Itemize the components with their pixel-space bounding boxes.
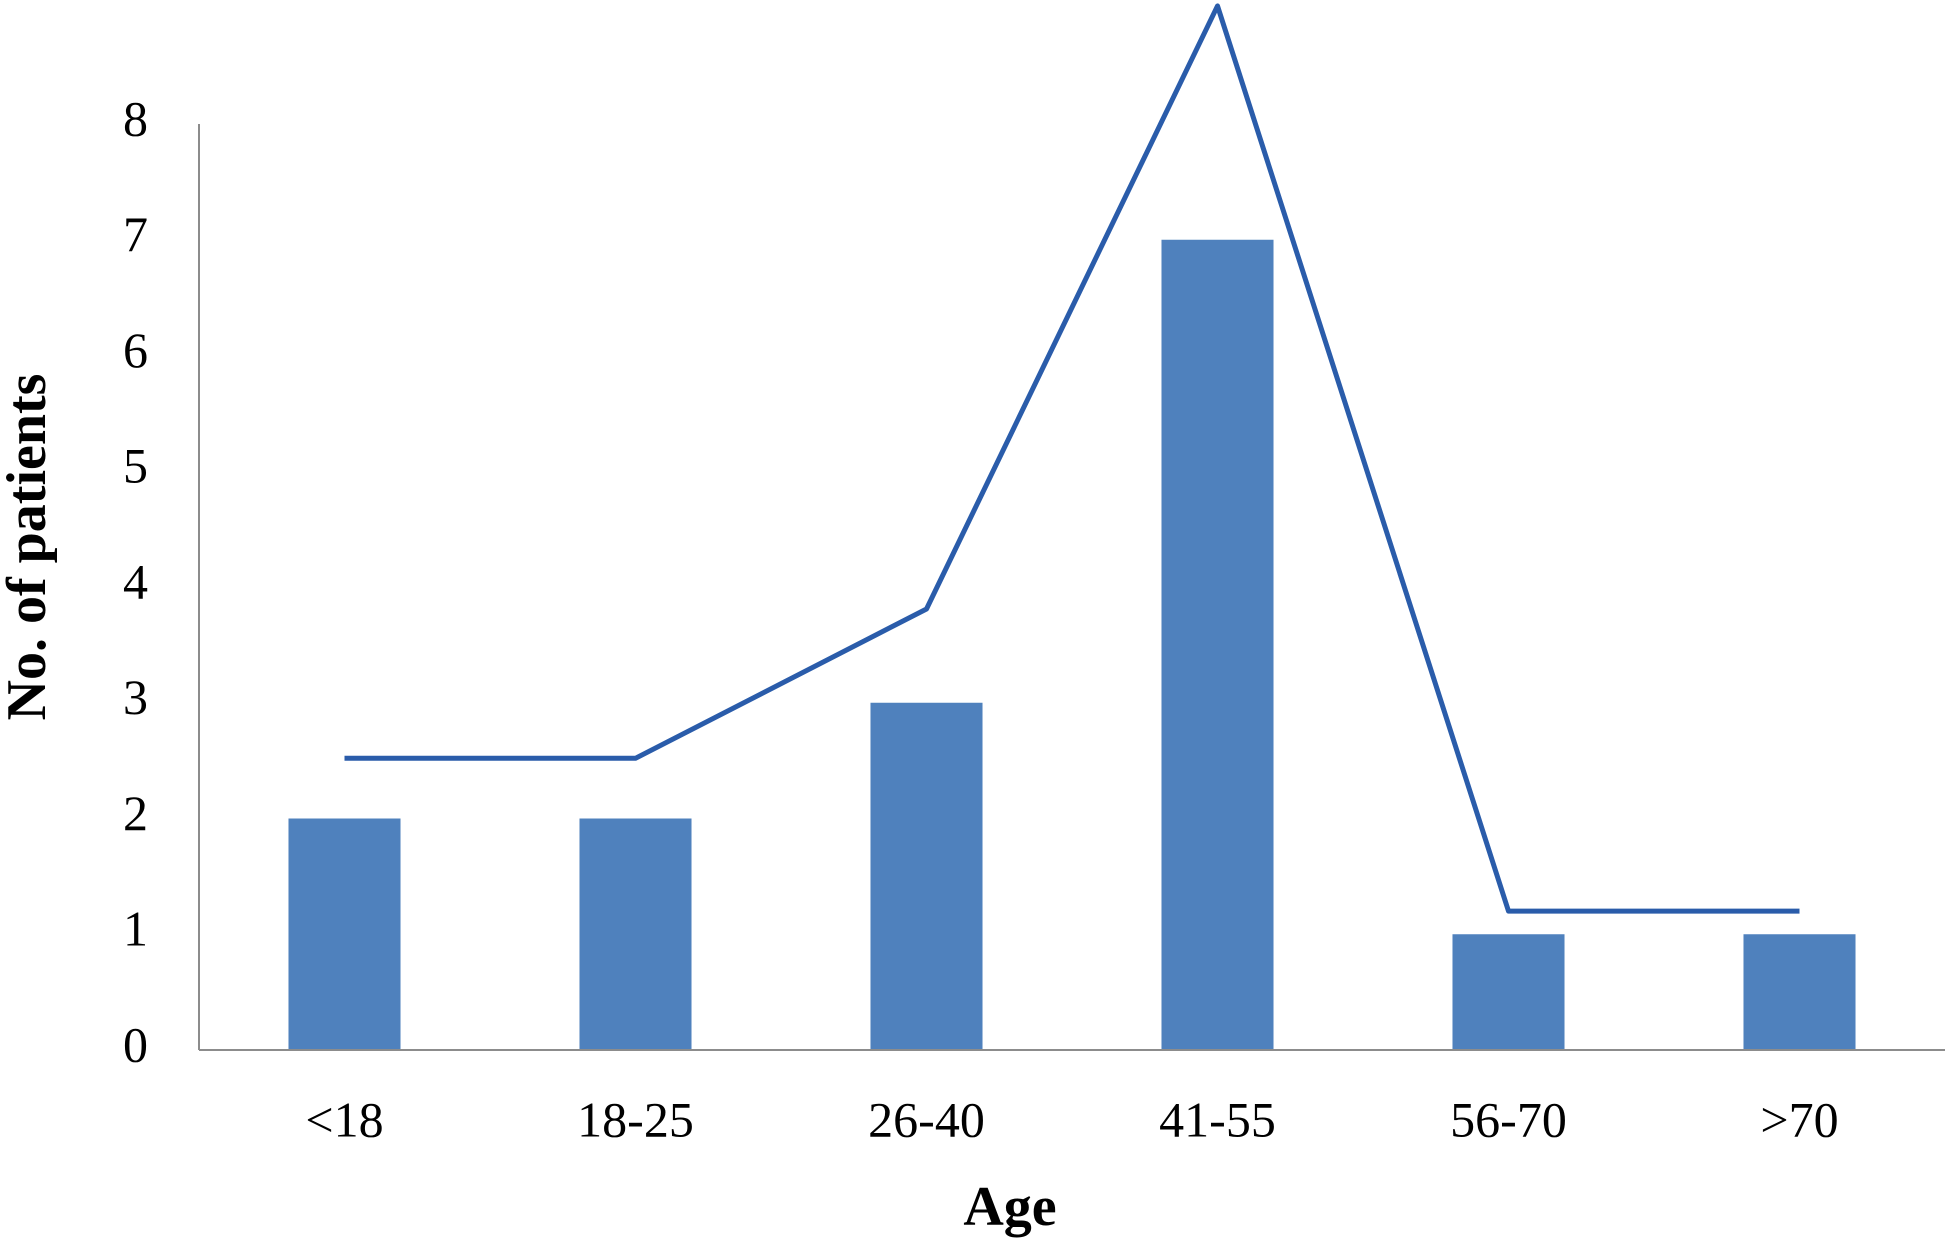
y-tick-label: 5 [123, 438, 148, 494]
x-tick-label: <18 [305, 1091, 383, 1147]
bar [870, 702, 983, 1050]
y-axis-title: No. of patients [0, 374, 58, 721]
bar [1452, 934, 1565, 1050]
line [344, 3, 1800, 914]
y-tick-label: 2 [123, 785, 148, 841]
y-tick-label: 6 [123, 322, 148, 378]
x-tick-label: >70 [1760, 1091, 1838, 1147]
x-tick-label: 41-55 [1159, 1091, 1276, 1147]
x-tick-label: 26-40 [868, 1091, 985, 1147]
x-axis-title: Age [963, 1176, 1056, 1238]
bar [579, 818, 692, 1050]
y-tick-label: 3 [123, 669, 148, 725]
y-tick-label: 0 [123, 1016, 148, 1072]
bar [1161, 239, 1274, 1050]
bar [288, 818, 401, 1050]
bar [1743, 934, 1856, 1050]
y-tick-label: 7 [123, 206, 148, 262]
y-tick-label: 1 [123, 901, 148, 957]
y-tick-label: 8 [123, 90, 148, 146]
x-tick-label: 18-25 [577, 1091, 694, 1147]
y-tick-label: 4 [123, 553, 148, 609]
x-tick-label: 56-70 [1450, 1091, 1567, 1147]
